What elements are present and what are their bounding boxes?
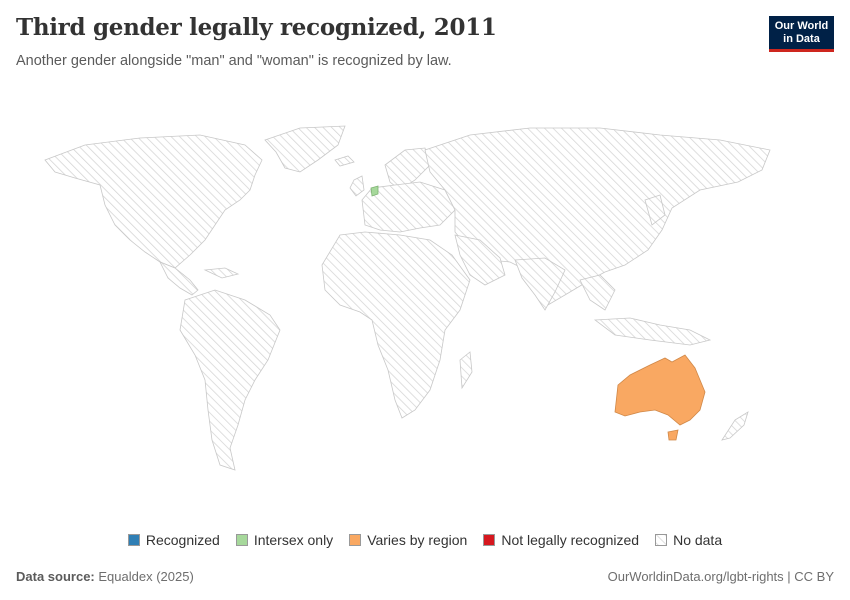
chart-title: Third gender legally recognized, 2011 bbox=[16, 14, 497, 41]
legend-label-intersex-only: Intersex only bbox=[253, 532, 334, 548]
data-source-label: Data source: bbox=[16, 569, 95, 584]
country-indonesia[interactable] bbox=[593, 317, 712, 346]
country-caribbean[interactable] bbox=[203, 267, 240, 279]
legend-label-recognized: Recognized bbox=[145, 532, 220, 548]
country-madagascar[interactable] bbox=[459, 351, 473, 390]
logo-line-1: Our World bbox=[774, 20, 829, 32]
country-netherlands[interactable] bbox=[370, 185, 379, 197]
legend-label-no-data: No data bbox=[673, 532, 723, 548]
owid-logo[interactable]: Our World in Data bbox=[769, 16, 834, 52]
legend-swatch-varies-by-region bbox=[349, 534, 362, 546]
legend-item-intersex-only[interactable]: Intersex only bbox=[235, 532, 334, 548]
world-map[interactable] bbox=[0, 110, 850, 480]
chart-subtitle: Another gender alongside "man" and "woma… bbox=[16, 53, 452, 69]
legend-item-varies-by-region[interactable]: Varies by region bbox=[349, 532, 467, 548]
legend-swatch-intersex-only bbox=[235, 534, 248, 546]
country-japan[interactable] bbox=[644, 194, 666, 226]
logo-line-2: in Data bbox=[783, 33, 820, 45]
country-south-america[interactable] bbox=[179, 289, 281, 471]
legend-swatch-not-legally-recognized bbox=[483, 534, 496, 546]
country-greenland[interactable] bbox=[264, 125, 346, 173]
legend-item-recognized[interactable]: Recognized bbox=[127, 532, 220, 548]
legend-item-not-legally-recognized[interactable]: Not legally recognized bbox=[483, 532, 639, 548]
country-india[interactable] bbox=[514, 257, 566, 311]
country-europe[interactable] bbox=[361, 181, 456, 233]
legend-swatch-no-data bbox=[655, 534, 668, 546]
country-scandinavia[interactable] bbox=[384, 147, 431, 191]
country-central-america[interactable] bbox=[159, 261, 199, 296]
legend-label-not-legally-recognized: Not legally recognized bbox=[501, 532, 640, 548]
attribution-link[interactable]: OurWorldinData.org/lgbt-rights | CC BY bbox=[607, 569, 834, 584]
country-north-america[interactable] bbox=[44, 134, 263, 269]
map-legend: Recognized Intersex only Varies by regio… bbox=[0, 532, 850, 548]
legend-swatch-recognized bbox=[127, 534, 140, 546]
country-tasmania[interactable] bbox=[667, 429, 679, 441]
country-southeast-asia[interactable] bbox=[579, 274, 616, 311]
country-australia[interactable] bbox=[614, 354, 706, 426]
data-source: Data source: Equaldex (2025) bbox=[16, 569, 194, 584]
legend-item-no-data[interactable]: No data bbox=[655, 532, 722, 548]
data-source-value[interactable]: Equaldex (2025) bbox=[98, 569, 194, 584]
country-middle-east[interactable] bbox=[454, 234, 506, 286]
country-africa[interactable] bbox=[321, 231, 471, 419]
country-new-zealand[interactable] bbox=[721, 411, 749, 441]
country-uk[interactable] bbox=[349, 175, 365, 197]
legend-label-varies-by-region: Varies by region bbox=[367, 532, 468, 548]
country-iceland[interactable] bbox=[334, 155, 355, 167]
